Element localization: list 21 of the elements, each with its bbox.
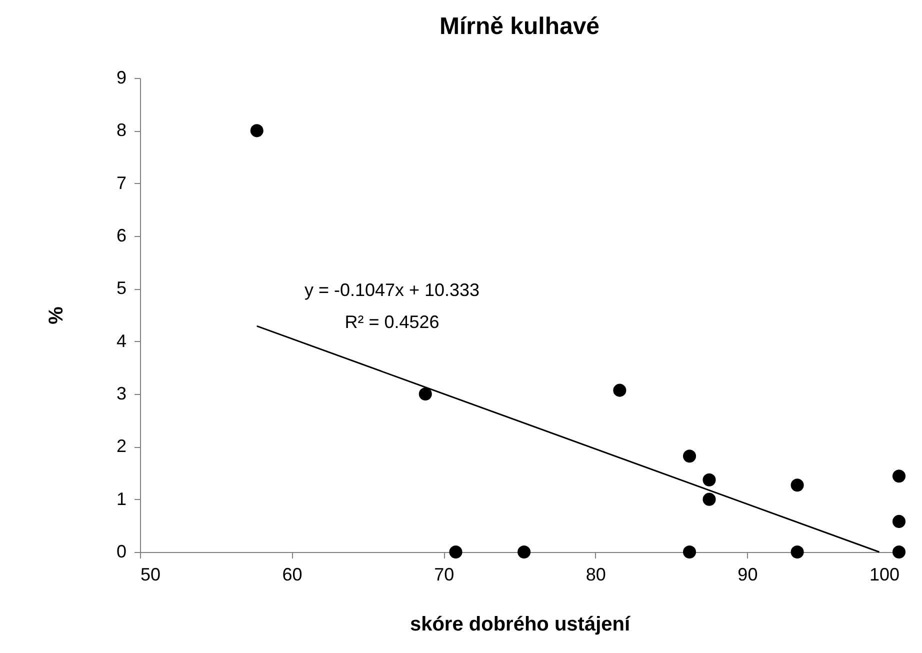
annotation: y = -0.1047x + 10.333 [304,280,480,300]
annotation: R² = 0.4526 [344,312,440,332]
y-tick-label: 7 [116,172,126,193]
x-tick-label: 90 [738,564,758,584]
chart-title: Mírně kulhavé [439,13,600,40]
x-tick-label: 50 [140,564,161,584]
y-tick-label: 6 [116,226,126,246]
y-tick-label: 9 [116,68,126,88]
x-axis-title: skóre dobrého ustájení [410,614,632,636]
x-tick-label: 80 [586,564,606,584]
x-tick-label: 60 [282,564,302,584]
y-tick-label: 5 [116,278,126,298]
y-tick-label: 8 [116,120,126,140]
x-tick-label: 70 [434,564,454,584]
y-tick-label: 1 [116,488,126,509]
y-tick-label: 3 [116,384,126,404]
y-tick-label: 0 [116,542,126,562]
y-axis-title: % [45,306,68,324]
y-tick-label: 4 [116,330,126,351]
x-tick-label: 100 [869,564,900,584]
y-tick-label: 2 [116,436,126,456]
